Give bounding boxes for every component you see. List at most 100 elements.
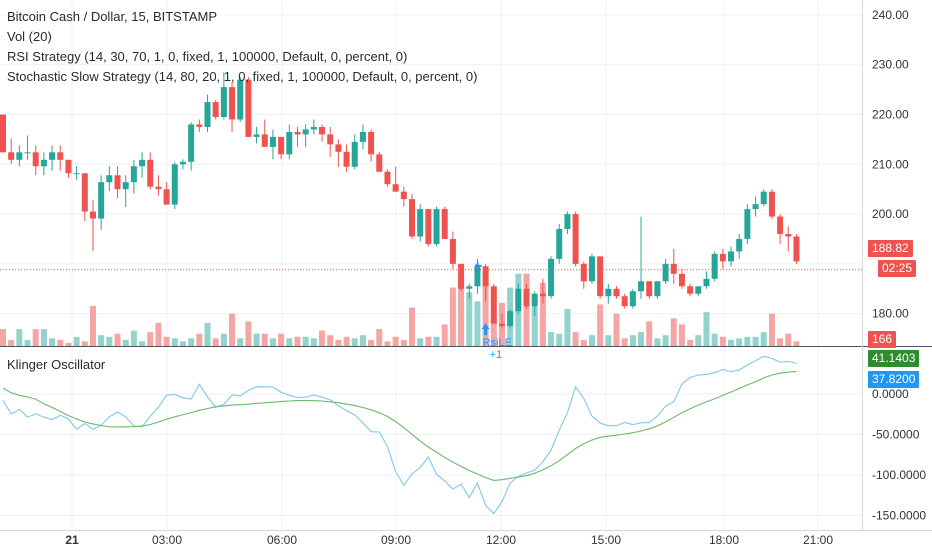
volume-bar (409, 307, 415, 346)
volume-bar (441, 324, 448, 346)
candle-body (302, 129, 309, 135)
volume-bar (171, 338, 178, 346)
volume-bar (736, 338, 743, 346)
volume-bar (351, 338, 358, 346)
candle-body (155, 186, 162, 190)
volume-bar (269, 338, 276, 346)
oscillator-axis-label: -150.0000 (872, 508, 926, 522)
price-axis-label: 230.00 (872, 58, 909, 72)
candle-body (670, 263, 677, 274)
time-axis-label: 03:00 (152, 533, 182, 547)
candle-body (179, 161, 186, 165)
volume-bar (179, 341, 186, 346)
volume-bar (130, 330, 137, 346)
candle-body (294, 131, 301, 135)
time-axis-label: 21 (65, 533, 79, 547)
candle-body (286, 131, 293, 155)
volume-bar (687, 339, 694, 346)
volume-value-tag: 166 (868, 331, 897, 348)
candle-body (384, 171, 391, 185)
volume-bar (703, 312, 710, 346)
volume-bar (744, 336, 751, 346)
candle-body (597, 256, 604, 297)
volume-bar (302, 336, 309, 346)
volume-bar (482, 273, 489, 346)
candle-body (621, 296, 628, 307)
time-axis-label: 18:00 (709, 533, 739, 547)
volume-bar (613, 313, 620, 346)
volume-bar (719, 336, 726, 346)
candle-body (588, 256, 595, 282)
candle-body (57, 152, 64, 160)
candle-body (711, 253, 718, 279)
candle-body (556, 229, 563, 259)
candle-body (662, 263, 669, 282)
candle-body (114, 175, 121, 190)
volume-bar (188, 338, 195, 346)
volume-bar (539, 282, 546, 346)
trade-marker-icon (474, 261, 482, 270)
volume-bar (8, 339, 15, 346)
candle-body (646, 281, 653, 297)
volume-bar (605, 335, 612, 346)
candle-body (204, 102, 211, 127)
candle-body (417, 209, 424, 237)
volume-bar (588, 335, 595, 346)
volume-bar (245, 321, 252, 346)
candle-body (335, 144, 342, 152)
volume-bar (572, 332, 579, 346)
indicator-stochastic-strategy-label[interactable]: Stochastic Slow Strategy (14, 80, 20, 1,… (7, 69, 478, 84)
volume-bar (458, 282, 465, 346)
volume-bar (155, 322, 162, 346)
trade-entry-arrow-icon (481, 323, 490, 336)
candle-body (139, 159, 146, 167)
candle-body (466, 286, 473, 289)
time-axis-label: 15:00 (591, 533, 621, 547)
volume-bar (196, 333, 203, 346)
oscillator-title[interactable]: Klinger Oscillator (7, 357, 106, 372)
volume-bar (359, 335, 366, 346)
candle-body (0, 114, 6, 153)
symbol-title[interactable]: Bitcoin Cash / Dollar, 15, BITSTAMP (7, 9, 217, 24)
candle-body (482, 266, 489, 287)
indicator-rsi-strategy-label[interactable]: RSI Strategy (14, 30, 70, 1, 0, fixed, 1… (7, 49, 408, 64)
volume-bar (662, 335, 669, 346)
candle-body (793, 236, 800, 262)
volume-bar (327, 335, 334, 346)
volume-bar (122, 339, 129, 346)
klinger-signal-line (2, 371, 797, 481)
candle-body (736, 238, 743, 252)
volume-bar (392, 336, 399, 346)
last-price-tag: 188.82 (868, 240, 913, 257)
volume-bar (98, 335, 105, 346)
candle-body (261, 134, 268, 147)
candle-body (629, 291, 636, 307)
candle-body (458, 263, 465, 289)
volume-bar (343, 336, 350, 346)
candle-body (351, 141, 358, 167)
indicator-volume-label[interactable]: Vol (20) (7, 29, 52, 44)
volume-bar (261, 333, 268, 346)
volume-bar (139, 341, 146, 346)
volume-bar (760, 332, 767, 346)
candle-body (359, 131, 366, 142)
volume-bar (65, 342, 72, 346)
candle-body (40, 159, 47, 167)
volume-bar (114, 333, 121, 346)
time-axis-label: 06:00 (267, 533, 297, 547)
bar-countdown-tag: 02:25 (878, 260, 917, 277)
volume-bar (556, 333, 563, 346)
candle-body (24, 152, 31, 154)
candle-body (613, 288, 620, 297)
time-axis-label: 09:00 (381, 533, 411, 547)
candle-body (768, 191, 775, 217)
oscillator-axis-label: -100.0000 (872, 468, 926, 482)
candle-body (564, 214, 571, 230)
volume-bar (793, 341, 800, 346)
volume-bar (32, 329, 39, 346)
candle-body (196, 124, 203, 127)
volume-bar (368, 339, 375, 346)
candle-body (327, 134, 334, 145)
